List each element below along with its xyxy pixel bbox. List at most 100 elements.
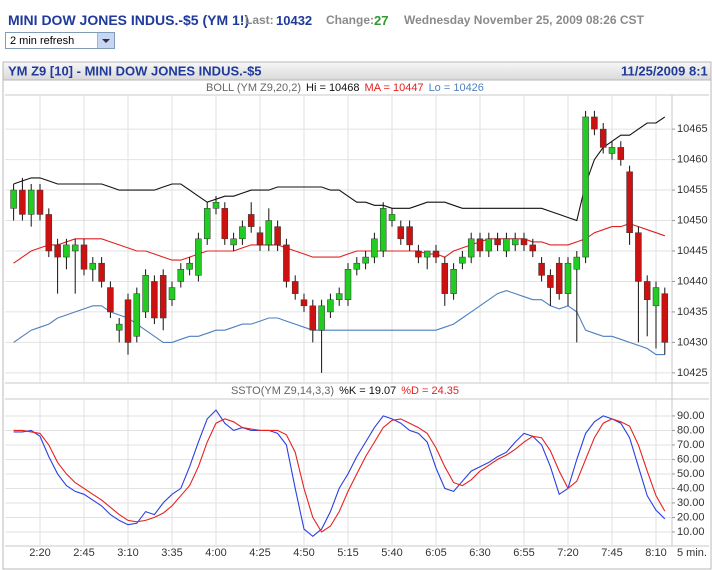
candle-body — [362, 256, 369, 264]
y-tick-label: 80.00 — [677, 424, 705, 436]
y-tick-label: 50.00 — [677, 468, 705, 480]
line — [13, 290, 665, 356]
chart: YM Z9 [10] - MINI DOW JONES INDUS.-$5 11… — [2, 61, 712, 570]
candle-body — [467, 238, 475, 258]
candle-body — [291, 281, 299, 294]
candle-body — [177, 269, 185, 282]
candle-body — [309, 305, 317, 331]
line — [13, 418, 666, 533]
candle-body — [459, 256, 466, 264]
x-tick-label: 6:05 — [425, 547, 446, 559]
y-tick-label: 10450 — [677, 214, 708, 226]
candle-body — [371, 238, 378, 258]
candle-body — [617, 147, 625, 160]
candle-body — [300, 299, 308, 307]
change-value: 27 — [374, 13, 389, 28]
candle-body — [432, 250, 440, 258]
candle-body — [230, 238, 237, 246]
chart-title: YM Z9 [10] - MINI DOW JONES INDUS.-$5 — [8, 63, 262, 78]
x-tick-label: 3:10 — [117, 547, 138, 559]
y-tick-label: 60.00 — [677, 453, 705, 465]
y-tick-label: 10430 — [677, 336, 708, 348]
quote-header: MINI DOW JONES INDUS.-$5 (YM 1!) Last: 1… — [0, 0, 712, 30]
candle-body — [168, 287, 176, 300]
y-tick-label: 90.00 — [677, 410, 705, 422]
line — [13, 223, 665, 264]
candle-body — [221, 208, 229, 240]
candle-body — [274, 226, 281, 246]
candle-body — [564, 262, 572, 294]
candle-body — [63, 244, 70, 258]
y-tick-label: 10425 — [677, 367, 708, 379]
candle-body — [503, 238, 510, 252]
candle-body — [626, 171, 633, 233]
line — [13, 409, 666, 538]
legend-entry: Hi = 10468 — [306, 82, 360, 94]
legend-entry: MA = 10447 — [365, 82, 424, 94]
candle-body — [256, 232, 264, 246]
candle-body — [591, 116, 598, 130]
y-tick-label: 30.00 — [677, 497, 705, 509]
candle-body — [327, 299, 334, 313]
candle-body — [608, 147, 616, 154]
candle-body — [494, 238, 501, 246]
candle-body — [19, 189, 26, 215]
symbol-title: MINI DOW JONES INDUS.-$5 (YM 1!) — [8, 12, 250, 28]
y-tick-label: 10460 — [677, 153, 708, 165]
legend-entry: %D = 24.35 — [401, 385, 459, 397]
y-tick-label: 10435 — [677, 306, 708, 318]
candle-body — [133, 293, 141, 337]
indicator-name: SSTO(YM Z9,14,3,3) — [231, 385, 334, 397]
candle-body — [335, 293, 343, 300]
x-tick-label: 2:45 — [73, 547, 94, 559]
candle-body — [89, 262, 97, 270]
candle-body — [643, 281, 651, 300]
candle-body — [511, 238, 519, 246]
indicator-name: BOLL (YM Z9,20,2) — [206, 82, 301, 94]
refresh-select[interactable]: 2 min refresh — [5, 32, 115, 49]
candle-body — [397, 226, 405, 240]
candle-body — [71, 244, 79, 252]
candle-body — [344, 269, 352, 300]
x-tick-label: 2:20 — [29, 547, 50, 559]
candle-body — [388, 214, 396, 221]
candle-body — [661, 293, 669, 343]
x-tick-label: 5:40 — [381, 547, 402, 559]
candle-body — [115, 323, 123, 331]
y-tick-label: 10455 — [677, 184, 708, 196]
x-unit-label: 5 min. — [677, 547, 707, 559]
candle-body — [124, 299, 132, 343]
last-price: 10432 — [276, 13, 313, 28]
legend-entry: %K = 19.07 — [339, 385, 396, 397]
candle-body — [107, 287, 114, 313]
x-tick-label: 4:00 — [205, 547, 226, 559]
candle-body — [195, 238, 202, 276]
candle-body — [555, 262, 563, 294]
y-tick-label: 10465 — [677, 123, 708, 135]
refresh-option: 2 min refresh — [10, 35, 75, 47]
candle-body — [80, 244, 88, 270]
candle-body — [635, 232, 642, 282]
candle-body — [318, 305, 325, 331]
x-tick-label: 7:45 — [601, 547, 622, 559]
y-tick-label: 20.00 — [677, 511, 705, 523]
y-tick-label: 10440 — [677, 275, 708, 287]
x-tick-label: 4:50 — [293, 547, 314, 559]
x-tick-label: 6:55 — [513, 547, 534, 559]
candle-body — [406, 226, 413, 246]
last-label: Last: — [245, 13, 274, 27]
x-tick-label: 4:25 — [249, 547, 270, 559]
change-label: Change: — [326, 13, 374, 27]
dropdown-arrow[interactable] — [97, 33, 114, 48]
candle-body — [10, 189, 17, 209]
x-tick-label: 6:30 — [469, 547, 490, 559]
chart-date: 11/25/2009 8:1 — [621, 63, 708, 78]
candle-body — [203, 208, 211, 240]
candle-body — [547, 275, 554, 288]
x-tick-label: 8:10 — [645, 547, 666, 559]
candle-body — [283, 244, 290, 282]
candle-body — [379, 208, 387, 252]
y-tick-label: 10445 — [677, 245, 708, 257]
candle-body — [36, 189, 44, 215]
